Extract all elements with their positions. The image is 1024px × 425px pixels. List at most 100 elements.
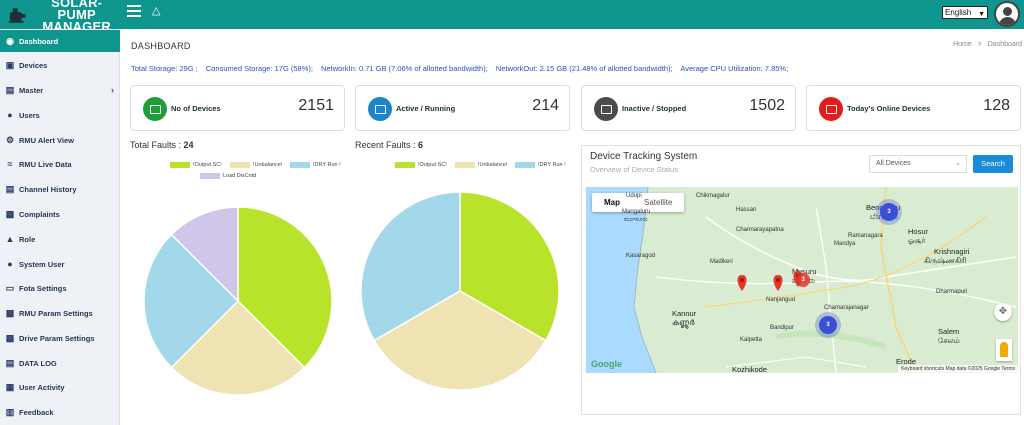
- map-label-hassan: Hassan: [736, 207, 757, 213]
- map-pan-icon[interactable]: ✥: [994, 303, 1012, 321]
- stat-network-in: NetworkIn: 0.71 GB (7.06% of allotted ba…: [321, 64, 488, 73]
- map-attribution[interactable]: Keyboard shortcuts Map data ©2025 Google…: [898, 365, 1018, 373]
- map-cluster-blue[interactable]: 3: [819, 316, 837, 334]
- card-devices[interactable]: No of Devices 2151: [130, 85, 345, 131]
- system-user-icon: ●: [7, 259, 13, 269]
- app-title: SOLAR-PUMP MANAGER: [33, 0, 120, 33]
- map-label-hosur: Hosur: [908, 227, 929, 236]
- sidebar-item-devices[interactable]: ▣ Devices: [0, 54, 120, 76]
- device-map[interactable]: Map Satellite Mangaluru ಮಂಗಳೂರು Udupi Ha…: [586, 187, 1018, 373]
- usage-stats: Total Storage: 29G ; Consumed Storage: 1…: [131, 64, 794, 73]
- legend-label: Load DisCntd: [223, 173, 257, 179]
- sidebar-item-drive-param-settings[interactable]: ▩ Drive Param Settings: [0, 327, 120, 349]
- id-card-icon: ▦: [5, 382, 15, 392]
- card-active[interactable]: Active / Running 214: [355, 85, 570, 131]
- pie-slice[interactable]: [143, 233, 240, 369]
- map-label-kalpetta: Kalpetta: [740, 337, 763, 343]
- breadcrumb: Home > Dashboard: [953, 41, 1022, 48]
- tab-satellite[interactable]: Satellite: [644, 198, 673, 207]
- language-select[interactable]: English ▼: [942, 6, 988, 19]
- legend-swatch: [290, 162, 310, 168]
- card-icon: [143, 97, 167, 121]
- sidebar-item-dashboard[interactable]: ◉ Dashboard: [0, 30, 120, 52]
- tab-map[interactable]: Map: [604, 198, 620, 207]
- sidebar-item-data-log[interactable]: ▤ DATA LOG: [0, 352, 120, 374]
- street-view-icon[interactable]: [996, 339, 1012, 361]
- stat-cpu: Average CPU Utilization: 7.85%;: [680, 64, 789, 73]
- wifi-icon: ≈: [7, 159, 13, 169]
- total-faults-title: Total Faults : 24: [130, 140, 194, 150]
- card-online-today[interactable]: Today's Online Devices 128: [806, 85, 1021, 131]
- card-icon: [594, 97, 618, 121]
- page-title: DASHBOARD: [131, 41, 191, 51]
- total-faults-legend: !Output SC! !Unbalance! !DRY Run ! Load Dis…: [150, 162, 341, 182]
- legend-item[interactable]: !Output SC!: [395, 162, 447, 168]
- legend-item[interactable]: !Output SC!: [170, 162, 222, 168]
- sidebar-item-system-user[interactable]: ● System User: [0, 253, 120, 275]
- sidebar-item-role[interactable]: ▲ Role: [0, 228, 120, 250]
- bell-icon[interactable]: △: [152, 5, 161, 17]
- chevron-right-icon: ›: [111, 85, 114, 95]
- sidebar-item-users[interactable]: ● Users: [0, 104, 120, 126]
- legend-item[interactable]: Load DisCntd: [200, 173, 256, 179]
- sidebar-item-label: RMU Live Data: [19, 159, 72, 169]
- card-label: Today's Online Devices: [847, 104, 931, 113]
- monitor-icon: ▭: [5, 283, 15, 293]
- sidebar-item-label: Drive Param Settings: [19, 333, 95, 343]
- map-label-hosur-kn: ஓசூர்: [908, 236, 926, 245]
- sidebar-item-user-activity[interactable]: ▦ User Activity: [0, 376, 120, 398]
- pie-slice[interactable]: [170, 299, 306, 396]
- chat-icon: ▩: [5, 308, 15, 318]
- sidebar-item-rmu-alert-view[interactable]: ⚙ RMU Alert View: [0, 129, 120, 151]
- legend-swatch: [230, 162, 250, 168]
- dashboard-icon: ◉: [6, 36, 14, 46]
- legend-item[interactable]: !DRY Run !: [290, 162, 341, 168]
- legend-swatch: [200, 173, 220, 179]
- map-pin[interactable]: [737, 275, 747, 291]
- user-icon: ●: [7, 110, 13, 120]
- sidebar-item-complaints[interactable]: ▩ Complaints: [0, 203, 120, 225]
- pie-slice[interactable]: [360, 191, 461, 342]
- sidebar-item-fota-settings[interactable]: ▭ Fota Settings: [0, 277, 120, 299]
- stat-network-out: NetworkOut: 2.15 GB (21.48% of allotted …: [495, 64, 673, 73]
- card-inactive[interactable]: Inactive / Stopped 1502: [581, 85, 796, 131]
- map-label-kannur: Kannur: [672, 309, 697, 318]
- sidebar-item-channel-history[interactable]: ▤ Channel History: [0, 178, 120, 200]
- app-logo: SOLAR-PUMP MANAGER: [0, 0, 120, 33]
- sidebar-item-master[interactable]: ▤ Master ›: [0, 79, 120, 101]
- pie-slice[interactable]: [459, 191, 560, 342]
- sidebar-item-rmu-param-settings[interactable]: ▩ RMU Param Settings: [0, 302, 120, 324]
- map-pin[interactable]: [773, 275, 783, 291]
- sidebar: ◉ Dashboard ▣ Devices ▤ Master › ● Users ⚙ RMU…: [0, 29, 120, 425]
- pie-slice[interactable]: [237, 206, 333, 369]
- sidebar-item-label: DATA LOG: [19, 358, 57, 368]
- legend-swatch: [455, 162, 475, 168]
- sidebar-item-label: Dashboard: [19, 36, 59, 46]
- pie-slice[interactable]: [170, 206, 239, 303]
- sidebar-item-label: Feedback: [19, 407, 54, 417]
- legend-item[interactable]: !Unbalance!: [230, 162, 282, 168]
- card-value: 214: [532, 97, 559, 114]
- map-label-kannur-ml: കണ്ണൂർ: [672, 318, 695, 327]
- sidebar-item-rmu-live-data[interactable]: ≈ RMU Live Data: [0, 153, 120, 175]
- map-cluster-red[interactable]: 3: [796, 273, 810, 287]
- device-filter-select[interactable]: All Devices ⌄: [869, 155, 967, 173]
- pump-icon: [8, 7, 26, 23]
- legend-label: !Output SC!: [418, 162, 447, 168]
- avatar[interactable]: [994, 1, 1020, 27]
- map-cluster-bengaluru[interactable]: 3: [880, 203, 898, 221]
- log-icon: ▤: [5, 358, 15, 368]
- map-label-chikmagalur: Chikmagalur: [696, 193, 730, 199]
- recent-faults-title: Recent Faults : 6: [355, 140, 423, 150]
- chat-icon: ▩: [5, 333, 15, 343]
- breadcrumb-home[interactable]: Home: [953, 41, 972, 48]
- sidebar-item-label: Complaints: [19, 209, 60, 219]
- search-button[interactable]: Search: [973, 155, 1013, 173]
- sidebar-item-feedback[interactable]: ▥ Feedback: [0, 401, 120, 423]
- legend-item[interactable]: !DRY Run !: [515, 162, 566, 168]
- sidebar-item-label: RMU Alert View: [19, 135, 75, 145]
- hamburger-menu-icon[interactable]: [127, 5, 141, 17]
- map-label-krishnagiri: Krishnagiri: [934, 247, 970, 256]
- legend-item[interactable]: !Unbalance!: [455, 162, 507, 168]
- map-label-channarayapatna: Channarayapatna: [736, 227, 784, 233]
